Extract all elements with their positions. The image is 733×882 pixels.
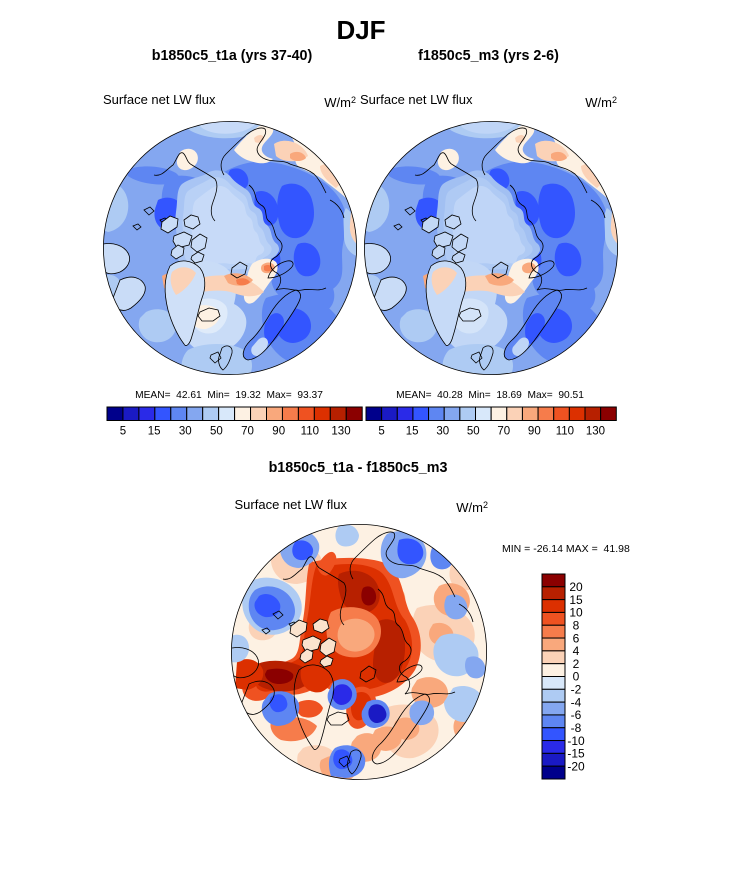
svg-text:-15: -15	[567, 747, 585, 761]
svg-text:110: 110	[301, 425, 319, 437]
svg-text:15: 15	[569, 593, 583, 607]
svg-text:90: 90	[272, 425, 285, 437]
svg-text:130: 130	[586, 425, 605, 437]
svg-text:-2: -2	[571, 683, 582, 697]
svg-text:90: 90	[528, 425, 541, 437]
svg-text:20: 20	[569, 580, 583, 594]
svg-text:0: 0	[573, 670, 580, 684]
svg-text:50: 50	[467, 425, 480, 437]
svg-text:4: 4	[573, 644, 580, 658]
svg-text:15: 15	[406, 425, 419, 437]
svg-text:-20: -20	[567, 759, 585, 773]
svg-text:110: 110	[556, 425, 574, 437]
svg-text:2: 2	[573, 657, 580, 671]
svg-text:70: 70	[497, 425, 510, 437]
svg-text:30: 30	[179, 425, 192, 437]
svg-text:-8: -8	[571, 721, 582, 735]
svg-text:130: 130	[331, 425, 350, 437]
svg-text:30: 30	[436, 425, 449, 437]
svg-text:50: 50	[210, 425, 223, 437]
svg-text:5: 5	[120, 425, 126, 437]
svg-text:-10: -10	[567, 734, 585, 748]
svg-text:-6: -6	[571, 708, 582, 722]
svg-text:8: 8	[573, 618, 580, 632]
svg-text:6: 6	[573, 631, 580, 645]
svg-text:-4: -4	[571, 695, 582, 709]
svg-text:70: 70	[241, 425, 254, 437]
svg-text:10: 10	[569, 606, 583, 620]
svg-text:15: 15	[148, 425, 161, 437]
svg-text:5: 5	[378, 425, 384, 437]
